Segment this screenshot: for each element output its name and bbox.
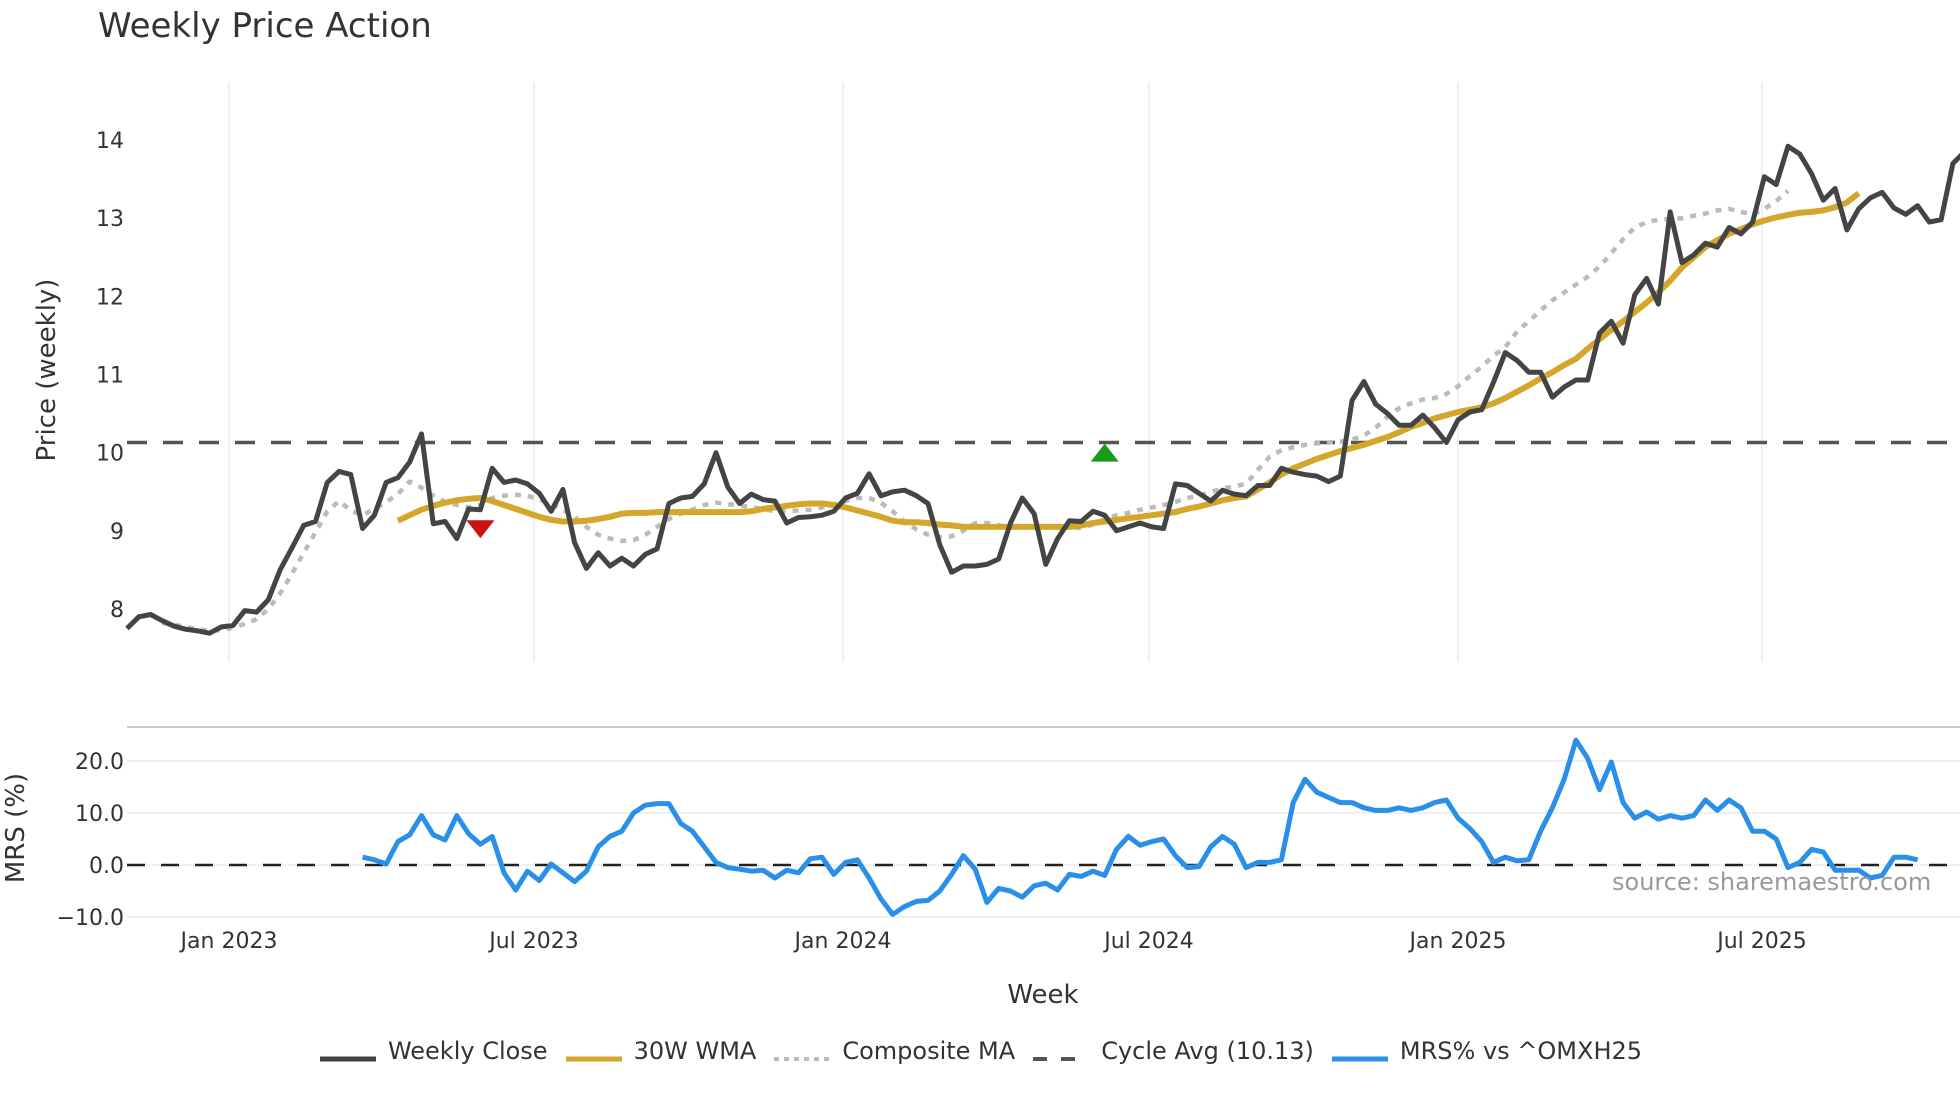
mrs-y-tick-label: −10.0: [57, 906, 124, 931]
legend-swatch-solid-dark: [318, 1044, 378, 1062]
legend-swatch-dotted-gray: [772, 1044, 832, 1061]
sell-signal-triangle-down-icon: [466, 520, 495, 539]
chart-title: Weekly Price Action: [98, 6, 432, 46]
buy-signal-triangle-up-icon: [1090, 443, 1119, 462]
x-axis-title: Week: [1007, 980, 1078, 1010]
mrs-y-tick-label: 10.0: [75, 802, 124, 827]
30w-wma-line: [396, 190, 1861, 530]
y-tick-label: 13: [96, 207, 124, 232]
y-tick-label: 12: [96, 285, 124, 310]
weekly-close-line: [125, 143, 1960, 636]
y-tick-label: 10: [96, 442, 124, 467]
legend-swatch-solid-gold: [564, 1044, 624, 1062]
y-axis-title: Price (weekly): [32, 279, 62, 462]
x-tick-label: Jan 2024: [793, 929, 892, 954]
mrs-y-axis-title: MRS (%): [1, 773, 31, 883]
legend-item-weekly-close[interactable]: Weekly Close: [318, 1037, 548, 1065]
legend: Weekly Close 30W WMA Composite MA Cycle …: [0, 1037, 1960, 1065]
legend-label: 30W WMA: [633, 1037, 757, 1065]
legend-label: Composite MA: [842, 1037, 1016, 1065]
mrs-y-tick-label: 20.0: [75, 750, 124, 775]
source-note: source: sharemaestro.com: [1612, 868, 1932, 896]
y-tick-label: 8: [110, 598, 124, 623]
legend-item-cycle-avg[interactable]: Cycle Avg (10.13): [1031, 1037, 1314, 1065]
x-tick-label: Jan 2025: [1408, 929, 1507, 954]
x-tick-label: Jan 2023: [179, 929, 278, 954]
y-tick-label: 11: [96, 364, 124, 389]
legend-item-composite-ma[interactable]: Composite MA: [772, 1037, 1015, 1065]
legend-label: Weekly Close: [387, 1037, 548, 1065]
y-tick-label: 9: [110, 520, 124, 545]
mrs-y-tick-label: 0.0: [89, 854, 124, 879]
y-tick-label: 14: [96, 129, 124, 154]
legend-item-30w-wma[interactable]: 30W WMA: [564, 1037, 757, 1065]
x-tick-label: Jul 2025: [1715, 929, 1807, 954]
mrs-line: [362, 737, 1919, 917]
composite-ma-line: [162, 189, 1790, 634]
mrs-panel: 20.0 10.0 0.0 −10.0 MRS (%) Jan 2023 Jul 2023 J…: [1, 726, 1960, 1010]
price-panel: 8 9 10 11 12 13 14 Price (weekly): [32, 82, 1960, 662]
legend-swatch-solid-blue: [1330, 1044, 1390, 1062]
legend-label: Cycle Avg (10.13): [1101, 1037, 1314, 1065]
legend-swatch-dashed-dark: [1031, 1044, 1091, 1061]
legend-label: MRS% vs ^OMXH25: [1399, 1037, 1643, 1065]
x-tick-label: Jul 2024: [1102, 929, 1194, 954]
x-tick-label: Jul 2023: [487, 929, 579, 954]
legend-item-mrs[interactable]: MRS% vs ^OMXH25: [1330, 1037, 1642, 1065]
